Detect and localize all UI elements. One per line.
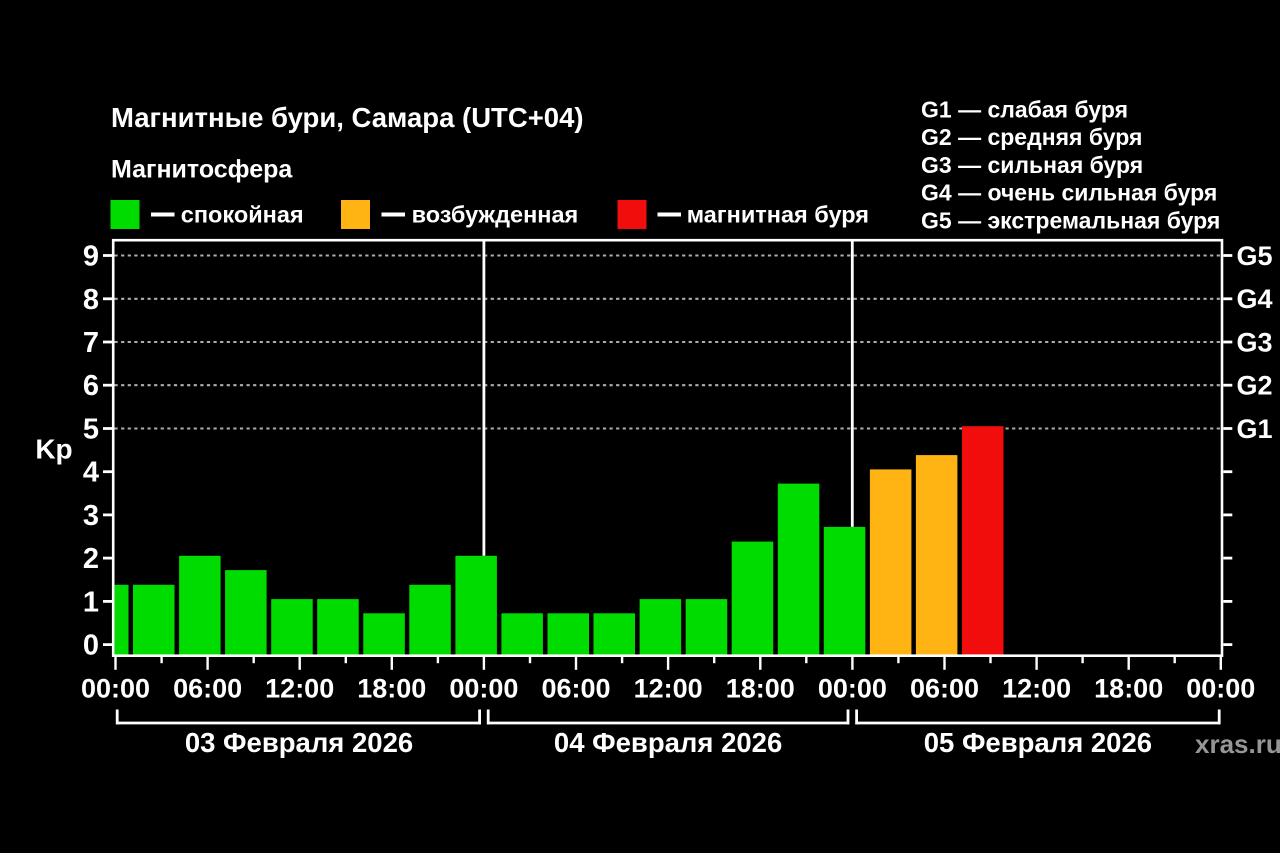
svg-text:18:00: 18:00: [1094, 674, 1163, 704]
svg-text:7: 7: [83, 327, 99, 359]
svg-text:G5: G5: [1237, 241, 1273, 271]
svg-text:xras.ru: xras.ru: [1195, 729, 1280, 759]
svg-text:спокойная: спокойная: [181, 201, 304, 227]
svg-text:G3: G3: [1237, 327, 1273, 357]
svg-text:G1 — слабая буря: G1 — слабая буря: [921, 97, 1128, 123]
svg-text:1: 1: [83, 586, 99, 618]
svg-text:06:00: 06:00: [173, 674, 242, 704]
svg-text:00:00: 00:00: [818, 674, 887, 704]
svg-text:18:00: 18:00: [726, 674, 795, 704]
svg-text:9: 9: [83, 241, 99, 273]
svg-text:Kp: Kp: [35, 434, 72, 465]
svg-text:18:00: 18:00: [357, 674, 426, 704]
svg-text:G5 — экстремальная буря: G5 — экстремальная буря: [921, 207, 1220, 233]
svg-text:G2: G2: [1237, 371, 1273, 401]
svg-text:12:00: 12:00: [1002, 674, 1071, 704]
svg-text:3: 3: [83, 500, 99, 532]
svg-text:4: 4: [83, 457, 99, 489]
svg-text:2: 2: [83, 543, 99, 575]
svg-text:06:00: 06:00: [910, 674, 979, 704]
svg-text:03 Февраля 2026: 03 Февраля 2026: [185, 727, 413, 758]
svg-text:00:00: 00:00: [449, 674, 518, 704]
svg-text:G4: G4: [1237, 284, 1273, 314]
svg-text:05 Февраля 2026: 05 Февраля 2026: [924, 727, 1152, 758]
svg-text:06:00: 06:00: [541, 674, 610, 704]
svg-text:магнитная буря: магнитная буря: [687, 201, 869, 227]
svg-text:12:00: 12:00: [634, 674, 703, 704]
svg-text:5: 5: [83, 414, 99, 446]
svg-text:00:00: 00:00: [81, 674, 150, 704]
svg-text:G1: G1: [1237, 414, 1273, 444]
svg-text:Магнитные бури, Самара (UTC+04: Магнитные бури, Самара (UTC+04): [111, 102, 584, 133]
svg-text:возбужденная: возбужденная: [412, 201, 579, 227]
svg-text:G2 — средняя буря: G2 — средняя буря: [921, 124, 1142, 150]
svg-text:Магнитосфера: Магнитосфера: [111, 156, 293, 184]
svg-text:6: 6: [83, 370, 99, 402]
svg-text:00:00: 00:00: [1186, 674, 1255, 704]
svg-text:12:00: 12:00: [265, 674, 334, 704]
svg-text:G3 — сильная буря: G3 — сильная буря: [921, 152, 1143, 178]
svg-text:8: 8: [83, 284, 99, 316]
svg-text:0: 0: [83, 630, 99, 662]
svg-text:G4 — очень сильная буря: G4 — очень сильная буря: [921, 180, 1217, 206]
svg-text:04 Февраля 2026: 04 Февраля 2026: [554, 727, 782, 758]
